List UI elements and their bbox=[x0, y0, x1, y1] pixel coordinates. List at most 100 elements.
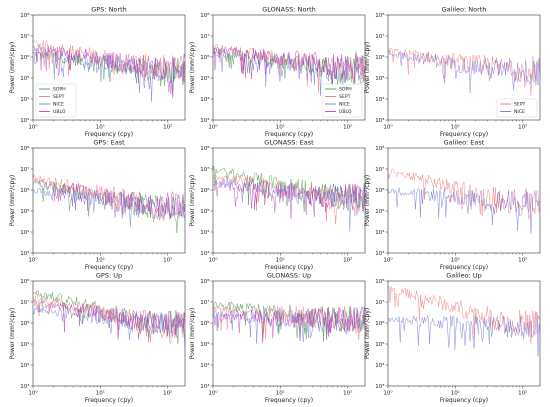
x-tick-label: 10⁰ bbox=[208, 390, 218, 397]
series-line-ublo bbox=[33, 299, 185, 340]
panel-1: GPS: North 10⁰ 10¹ 10² 10³ 10⁴ 10⁵ 10⁶ 10⁷ 10⁸ Fre… bbox=[9, 6, 186, 138]
series-line-ublo bbox=[213, 180, 365, 219]
y-tick-label: 10⁵ bbox=[375, 75, 384, 82]
y-axis-label: Power (mm²/cpy) bbox=[9, 42, 16, 94]
series-line-sept bbox=[388, 168, 540, 220]
panel-title: GLONASS: North bbox=[262, 6, 316, 14]
y-tick-label: 10³ bbox=[20, 383, 29, 390]
y-tick-label: 10³ bbox=[20, 250, 29, 257]
panel-title: GLONASS: Up bbox=[267, 272, 311, 280]
x-tick-label: 10² bbox=[518, 390, 527, 397]
y-tick-label: 10⁵ bbox=[200, 75, 209, 82]
series-line-nice bbox=[388, 50, 540, 93]
x-tick-label: 10⁰ bbox=[208, 124, 218, 131]
panel-5: GLONASS: East 10⁰ 10¹ 10² 10³ 10⁴ 10⁵ 10⁶ 10⁷ 10⁸… bbox=[189, 139, 366, 271]
x-axis-label: Frequency (cpy) bbox=[265, 264, 313, 271]
y-tick-label: 10⁴ bbox=[20, 362, 30, 369]
x-tick-label: 10¹ bbox=[276, 257, 285, 264]
y-tick-label: 10⁷ bbox=[200, 33, 209, 40]
y-axis-label: Power (mm²/cpy) bbox=[189, 42, 196, 94]
x-axis-label: Frequency (cpy) bbox=[440, 397, 488, 404]
plot-area bbox=[212, 280, 366, 387]
series-line-ublo bbox=[213, 306, 365, 344]
x-tick-label: 10⁰ bbox=[208, 257, 218, 264]
series-line-soph bbox=[213, 166, 365, 212]
x-axis-label: Frequency (cpy) bbox=[440, 264, 488, 271]
y-tick-label: 10⁴ bbox=[375, 96, 385, 103]
x-tick-label: 10¹ bbox=[276, 124, 285, 131]
legend-label: SEPT bbox=[53, 94, 65, 100]
y-tick-label: 10⁵ bbox=[375, 208, 384, 215]
y-tick-label: 10⁷ bbox=[375, 166, 384, 173]
y-tick-label: 10³ bbox=[200, 383, 209, 390]
panel-8: GLONASS: Up 10⁰ 10¹ 10² 10³ 10⁴ 10⁵ 10⁶ 10⁷ 10⁸ Fr… bbox=[189, 272, 366, 404]
x-tick-label: 10² bbox=[163, 390, 172, 397]
legend-label: SOPH bbox=[339, 87, 352, 93]
panel-title: GPS: East bbox=[93, 139, 125, 147]
series-line-sept bbox=[33, 39, 185, 83]
panel-title: GPS: North bbox=[91, 6, 127, 14]
x-axis-label: Frequency (cpy) bbox=[440, 131, 488, 138]
series-line-ublo bbox=[33, 44, 185, 99]
y-tick-label: 10⁸ bbox=[20, 12, 30, 19]
y-tick-label: 10⁷ bbox=[375, 33, 384, 40]
panel-title: GPS: Up bbox=[96, 272, 122, 280]
plot-area bbox=[32, 280, 186, 387]
x-tick-label: 10¹ bbox=[96, 390, 105, 397]
x-tick-label: 10² bbox=[343, 257, 352, 264]
panel-2: GLONASS: North 10⁰ 10¹ 10² 10³ 10⁴ 10⁵ 10⁶ 10⁷ 10… bbox=[189, 6, 366, 138]
panel-3: Galileo: North 10⁰ 10¹ 10² 10³ 10⁴ 10⁵ 10⁶ 10⁷ 10… bbox=[364, 6, 541, 138]
y-axis-label: Power (mm²/cpy) bbox=[189, 175, 196, 227]
x-tick-label: 10⁰ bbox=[383, 257, 393, 264]
x-tick-label: 10¹ bbox=[451, 390, 460, 397]
plot-area bbox=[387, 147, 541, 254]
y-tick-label: 10⁶ bbox=[20, 320, 30, 327]
x-tick-label: 10¹ bbox=[451, 257, 460, 264]
x-tick-label: 10¹ bbox=[96, 257, 105, 264]
legend-label: NICE bbox=[514, 109, 525, 115]
legend-label: NICE bbox=[339, 102, 350, 108]
series-line-sept bbox=[33, 293, 185, 346]
y-tick-label: 10⁸ bbox=[200, 12, 210, 19]
x-tick-label: 10⁰ bbox=[383, 124, 393, 131]
y-tick-label: 10⁸ bbox=[375, 145, 385, 152]
y-tick-label: 10⁶ bbox=[375, 54, 385, 61]
y-tick-label: 10⁷ bbox=[20, 166, 29, 173]
y-tick-label: 10⁷ bbox=[20, 33, 29, 40]
legend-label: SEPT bbox=[339, 94, 351, 100]
series-line-ublo bbox=[33, 178, 185, 219]
y-tick-label: 10⁴ bbox=[200, 362, 210, 369]
panel-title: GLONASS: East bbox=[264, 139, 314, 147]
y-tick-label: 10⁴ bbox=[375, 229, 385, 236]
panel-7: GPS: Up 10⁰ 10¹ 10² 10³ 10⁴ 10⁵ 10⁶ 10⁷ 10⁸ Freque… bbox=[9, 272, 186, 404]
y-tick-label: 10⁴ bbox=[20, 229, 30, 236]
y-tick-label: 10⁸ bbox=[200, 278, 210, 285]
panel-6: Galileo: East 10⁰ 10¹ 10² 10³ 10⁴ 10⁵ 10⁶ 10⁷ 10⁸… bbox=[364, 139, 541, 271]
y-tick-label: 10⁶ bbox=[20, 187, 30, 194]
series-line-sept bbox=[213, 174, 365, 225]
y-tick-label: 10⁶ bbox=[20, 54, 30, 61]
y-tick-label: 10⁴ bbox=[20, 96, 30, 103]
series-line-sept bbox=[388, 47, 540, 96]
legend-label: NICE bbox=[53, 102, 64, 108]
y-tick-label: 10⁶ bbox=[200, 187, 210, 194]
y-tick-label: 10⁸ bbox=[375, 278, 385, 285]
x-tick-label: 10⁰ bbox=[383, 390, 393, 397]
y-tick-label: 10⁴ bbox=[200, 96, 210, 103]
y-tick-label: 10³ bbox=[20, 117, 29, 124]
y-tick-label: 10⁸ bbox=[375, 12, 385, 19]
y-tick-label: 10³ bbox=[375, 117, 384, 124]
x-tick-label: 10⁰ bbox=[28, 390, 38, 397]
y-axis-label: Power (mm²/cpy) bbox=[364, 308, 371, 360]
y-axis-label: Power (mm²/cpy) bbox=[9, 175, 16, 227]
legend-label: UBLO bbox=[53, 109, 66, 115]
series-line-ublo bbox=[213, 45, 365, 88]
legend-label: SEPT bbox=[514, 102, 526, 108]
series-line-nice bbox=[388, 311, 540, 357]
y-tick-label: 10⁷ bbox=[200, 299, 209, 306]
panel-9: Galileo: Up 10⁰ 10¹ 10² 10³ 10⁴ 10⁵ 10⁶ 10⁷ 10⁸ Fr… bbox=[364, 272, 541, 404]
y-tick-label: 10⁶ bbox=[200, 54, 210, 61]
